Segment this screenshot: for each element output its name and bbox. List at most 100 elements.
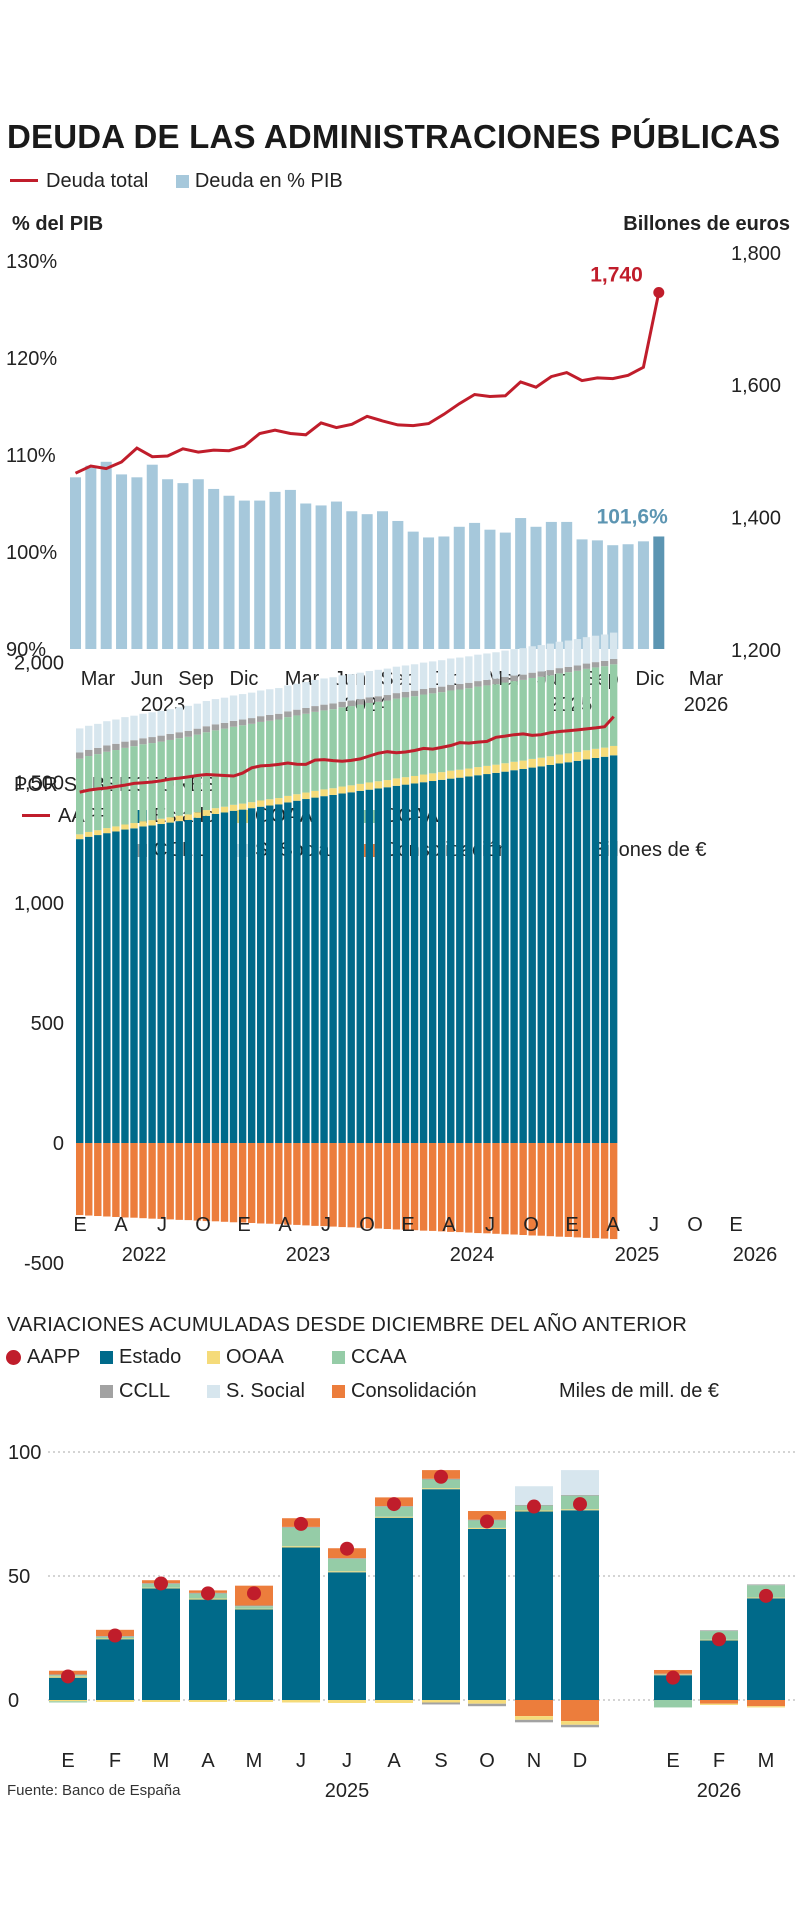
bar-segment-ssocial	[561, 1470, 599, 1495]
bar-segment-ssocial	[220, 697, 229, 723]
bar-segment-estado	[247, 808, 256, 1143]
bar-segment-ssocial	[112, 719, 120, 744]
aapp-point	[712, 1632, 726, 1647]
bar-segment-ssocial	[600, 634, 609, 661]
bar-segment-ccaa	[383, 700, 392, 781]
bar-segment-ssocial	[573, 639, 582, 666]
bar-segment-ccaaneg	[49, 1701, 87, 1703]
legend-item-ooaa: OOAA	[236, 805, 313, 828]
bar-segment-consolidacion	[600, 1143, 609, 1239]
bar-segment-ssocial	[555, 641, 564, 669]
bar-segment-estado	[401, 784, 410, 1143]
bar-segment-ooaa	[600, 747, 609, 757]
x-month-label: Sep	[178, 668, 214, 690]
aapp-point	[340, 1541, 354, 1556]
aapp-point	[247, 1586, 261, 1601]
bar-segment-ssocial	[564, 640, 573, 667]
bar-segment-consolidacion	[202, 1143, 211, 1222]
bar-segment-ooaa	[76, 834, 84, 840]
left-axis-title: % del PIB	[12, 213, 104, 235]
bar-segment-consolidacion	[537, 1143, 545, 1236]
bar-segment-ssocial	[121, 717, 129, 742]
bar-segment-ccaa	[202, 732, 211, 811]
bar-segment-ooaa	[311, 790, 319, 798]
bar-segment-ccll	[329, 703, 337, 710]
bar-segment-ssocial	[356, 672, 364, 700]
bar-segment-ccll	[438, 686, 446, 693]
x-month-label: A	[278, 1214, 292, 1236]
bar-segment-ssocial	[474, 654, 482, 682]
debt-last-point	[653, 287, 665, 299]
line-swatch	[22, 814, 50, 817]
bar-segment-ssocial	[515, 1486, 553, 1505]
x-month-label: Jun	[131, 668, 163, 690]
legend-item-consolidacion: Consolidación	[332, 1380, 477, 1403]
bar-segment-ssocial	[438, 660, 446, 687]
bar-segment-ccaa	[591, 667, 600, 749]
x-month-label: O	[479, 1750, 495, 1772]
bar-segment-ccll	[561, 1494, 599, 1496]
x-month-label: A	[387, 1750, 401, 1772]
pib-bar	[330, 501, 342, 649]
bar-segment-ccll	[166, 733, 174, 740]
bar-segment-ssocial	[492, 652, 500, 679]
bar-segment-consolidacion	[447, 1143, 455, 1232]
x-month-label: A	[442, 1214, 456, 1236]
right-tick-label: 1,800	[731, 243, 781, 265]
bar-segment-ooaaneg	[515, 1716, 553, 1720]
bar-segment-estado	[85, 836, 93, 1143]
legend-label: CCAA	[351, 1346, 407, 1368]
bar-segment-ooaa	[184, 814, 192, 820]
x-month-label: M	[246, 1750, 263, 1772]
bar-segment-estado	[229, 810, 238, 1143]
bar-segment-ssocial	[257, 690, 265, 717]
bar-segment-ooaa	[229, 804, 238, 811]
source-note: Fuente: Banco de España	[7, 1782, 181, 1799]
pib-bar	[576, 539, 588, 649]
bar-segment-estado	[94, 835, 102, 1143]
bar-segment-ooaa	[112, 826, 120, 832]
bar-segment-ccll	[546, 670, 554, 676]
bar-segment-consolidacion	[130, 1143, 138, 1218]
bar-segment-ooaa	[338, 786, 346, 794]
bar-segment-estado	[112, 831, 120, 1143]
bar-segment-ooaa	[375, 1516, 413, 1518]
bar-segment-ccaa	[410, 696, 419, 776]
bar-segment-ccll	[573, 665, 582, 671]
x-month-label: O	[359, 1214, 375, 1236]
bar-segment-ssocial	[401, 665, 410, 692]
bar-segment-ccll	[184, 730, 192, 737]
bar-segment-ooaa	[546, 756, 554, 765]
bar-segment-consolidacion	[338, 1143, 346, 1228]
bar-segment-ccll	[328, 1558, 366, 1559]
bar-segment-ooaa	[293, 794, 301, 801]
pib-bar	[85, 465, 97, 649]
bar-segment-estado	[365, 789, 373, 1143]
bar-segment-ccaa	[365, 702, 373, 783]
bar-segment-ooaa	[211, 808, 220, 814]
bar-segment-ooaa	[456, 769, 464, 778]
bar-segment-ooaa	[130, 823, 138, 829]
bar-segment-ssocial	[510, 649, 518, 676]
cumulative-variation-chart: 100 50 0 E F M A M J J A S O N D E F M 2025 2026	[8, 1442, 798, 1802]
bar-segment-ssocial	[465, 656, 473, 683]
bar-segment-ccaa	[266, 720, 274, 800]
bar-segment-ssocial	[94, 723, 102, 748]
bar-segment-consolidacion	[501, 1143, 509, 1235]
bar-swatch	[100, 1351, 113, 1364]
bar-segment-ooaaneg	[747, 1706, 785, 1708]
bar-segment-ccll	[211, 724, 220, 731]
bar-segment-estado	[374, 788, 383, 1143]
bar-segment-ooaa	[365, 782, 373, 790]
bar-segment-ooaa	[483, 765, 491, 775]
y-tick-label: 2,000	[14, 653, 64, 675]
bar-segment-ccll	[365, 697, 373, 703]
bar-segment-ccllneg	[468, 1703, 506, 1707]
right-tick-label: 1,600	[731, 375, 781, 397]
bar-segment-ooaaneg	[375, 1700, 413, 1703]
bar-segment-ssocial	[609, 632, 618, 659]
bar-segment-ccaa	[85, 756, 93, 832]
x-month-label: J	[321, 1214, 331, 1236]
bar-segment-ccll	[374, 696, 383, 702]
bar-segment-ccaa	[528, 677, 536, 759]
